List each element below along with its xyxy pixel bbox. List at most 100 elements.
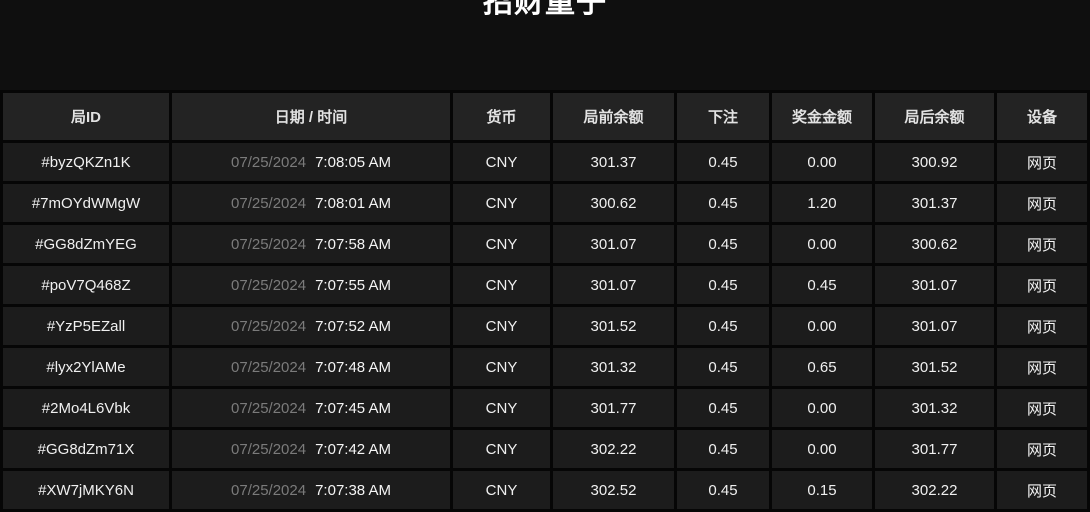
date-text: 07/25/2024 <box>231 153 307 171</box>
currency-cell: CNY <box>453 184 550 222</box>
history-table: 局ID 日期 / 时间 货币 局前余额 下注 奖金金额 局后余额 设备 #byzQKZn1K 0… <box>0 90 1090 512</box>
prize-cell: 0.00 <box>772 225 872 263</box>
time-text: 7:07:58 AM <box>315 235 391 253</box>
date-text: 07/25/2024 <box>231 358 307 376</box>
balance-after-cell: 301.37 <box>875 184 994 222</box>
history-table-container: 局ID 日期 / 时间 货币 局前余额 下注 奖金金额 局后余额 设备 #byzQKZn1K 0… <box>0 90 1090 512</box>
balance-after-cell: 301.77 <box>875 430 994 468</box>
balance-before-cell: 302.22 <box>553 430 674 468</box>
date-text: 07/25/2024 <box>231 399 307 417</box>
datetime-cell: 07/25/2024 7:07:48 AM <box>172 348 450 386</box>
time-text: 7:07:38 AM <box>315 481 391 499</box>
date-text: 07/25/2024 <box>231 317 307 335</box>
prize-cell: 0.00 <box>772 430 872 468</box>
bet-cell: 0.45 <box>677 471 769 509</box>
game-id-cell: #poV7Q468Z <box>3 266 169 304</box>
page-title: 招财童子 <box>483 0 607 19</box>
balance-after-cell: 301.07 <box>875 266 994 304</box>
currency-cell: CNY <box>453 143 550 181</box>
prize-cell: 0.45 <box>772 266 872 304</box>
bet-cell: 0.45 <box>677 430 769 468</box>
prize-cell: 0.65 <box>772 348 872 386</box>
time-text: 7:08:05 AM <box>315 153 391 171</box>
currency-cell: CNY <box>453 471 550 509</box>
table-row: #GG8dZm71X 07/25/2024 7:07:42 AM CNY 302.22 0… <box>3 430 1087 468</box>
table-header: 局ID 日期 / 时间 货币 局前余额 下注 奖金金额 局后余额 设备 <box>3 93 1087 140</box>
column-header-device: 设备 <box>997 93 1087 140</box>
prize-cell: 0.00 <box>772 307 872 345</box>
time-text: 7:07:55 AM <box>315 276 391 294</box>
bet-cell: 0.45 <box>677 266 769 304</box>
currency-cell: CNY <box>453 266 550 304</box>
game-id-cell: #lyx2YlAMe <box>3 348 169 386</box>
balance-after-cell: 301.07 <box>875 307 994 345</box>
balance-before-cell: 301.37 <box>553 143 674 181</box>
prize-cell: 0.00 <box>772 389 872 427</box>
table-row: #byzQKZn1K 07/25/2024 7:08:05 AM CNY 301.37 0… <box>3 143 1087 181</box>
balance-after-cell: 300.92 <box>875 143 994 181</box>
device-cell: 网页 <box>997 471 1087 509</box>
bet-cell: 0.45 <box>677 348 769 386</box>
game-id-cell: #GG8dZm71X <box>3 430 169 468</box>
date-text: 07/25/2024 <box>231 276 307 294</box>
table-row: #lyx2YlAMe 07/25/2024 7:07:48 AM CNY 301.32 0… <box>3 348 1087 386</box>
table-row: #XW7jMKY6N 07/25/2024 7:07:38 AM CNY 302.52 0… <box>3 471 1087 509</box>
bet-cell: 0.45 <box>677 184 769 222</box>
header-row: 局ID 日期 / 时间 货币 局前余额 下注 奖金金额 局后余额 设备 <box>3 93 1087 140</box>
bet-cell: 0.45 <box>677 143 769 181</box>
datetime-cell: 07/25/2024 7:07:52 AM <box>172 307 450 345</box>
currency-cell: CNY <box>453 225 550 263</box>
bet-cell: 0.45 <box>677 307 769 345</box>
balance-before-cell: 301.32 <box>553 348 674 386</box>
currency-cell: CNY <box>453 307 550 345</box>
bet-cell: 0.45 <box>677 225 769 263</box>
time-text: 7:07:52 AM <box>315 317 391 335</box>
game-id-cell: #XW7jMKY6N <box>3 471 169 509</box>
column-header-balance_after: 局后余额 <box>875 93 994 140</box>
date-text: 07/25/2024 <box>231 194 307 212</box>
column-header-balance_before: 局前余额 <box>553 93 674 140</box>
table-row: #2Mo4L6Vbk 07/25/2024 7:07:45 AM CNY 301.77 0… <box>3 389 1087 427</box>
currency-cell: CNY <box>453 348 550 386</box>
prize-cell: 0.00 <box>772 143 872 181</box>
time-text: 7:07:42 AM <box>315 440 391 458</box>
device-cell: 网页 <box>997 184 1087 222</box>
prize-cell: 1.20 <box>772 184 872 222</box>
date-text: 07/25/2024 <box>231 235 307 253</box>
datetime-cell: 07/25/2024 7:08:01 AM <box>172 184 450 222</box>
balance-before-cell: 300.62 <box>553 184 674 222</box>
column-header-id: 局ID <box>3 93 169 140</box>
balance-before-cell: 301.77 <box>553 389 674 427</box>
device-cell: 网页 <box>997 348 1087 386</box>
game-id-cell: #2Mo4L6Vbk <box>3 389 169 427</box>
device-cell: 网页 <box>997 266 1087 304</box>
bet-cell: 0.45 <box>677 389 769 427</box>
table-row: #YzP5EZall 07/25/2024 7:07:52 AM CNY 301.52 0… <box>3 307 1087 345</box>
datetime-cell: 07/25/2024 7:07:58 AM <box>172 225 450 263</box>
date-text: 07/25/2024 <box>231 481 307 499</box>
date-text: 07/25/2024 <box>231 440 307 458</box>
column-header-datetime: 日期 / 时间 <box>172 93 450 140</box>
balance-before-cell: 301.52 <box>553 307 674 345</box>
device-cell: 网页 <box>997 225 1087 263</box>
balance-before-cell: 302.52 <box>553 471 674 509</box>
game-id-cell: #GG8dZmYEG <box>3 225 169 263</box>
table-row: #poV7Q468Z 07/25/2024 7:07:55 AM CNY 301.07 0… <box>3 266 1087 304</box>
table-body: #byzQKZn1K 07/25/2024 7:08:05 AM CNY 301.37 0… <box>3 143 1087 509</box>
currency-cell: CNY <box>453 430 550 468</box>
device-cell: 网页 <box>997 389 1087 427</box>
table-row: #GG8dZmYEG 07/25/2024 7:07:58 AM CNY 301.07 0… <box>3 225 1087 263</box>
device-cell: 网页 <box>997 307 1087 345</box>
balance-after-cell: 302.22 <box>875 471 994 509</box>
currency-cell: CNY <box>453 389 550 427</box>
time-text: 7:07:45 AM <box>315 399 391 417</box>
datetime-cell: 07/25/2024 7:07:38 AM <box>172 471 450 509</box>
prize-cell: 0.15 <box>772 471 872 509</box>
game-id-cell: #7mOYdWMgW <box>3 184 169 222</box>
column-header-prize: 奖金金额 <box>772 93 872 140</box>
column-header-currency: 货币 <box>453 93 550 140</box>
datetime-cell: 07/25/2024 7:07:45 AM <box>172 389 450 427</box>
table-row: #7mOYdWMgW 07/25/2024 7:08:01 AM CNY 300.62 0… <box>3 184 1087 222</box>
game-id-cell: #YzP5EZall <box>3 307 169 345</box>
time-text: 7:08:01 AM <box>315 194 391 212</box>
